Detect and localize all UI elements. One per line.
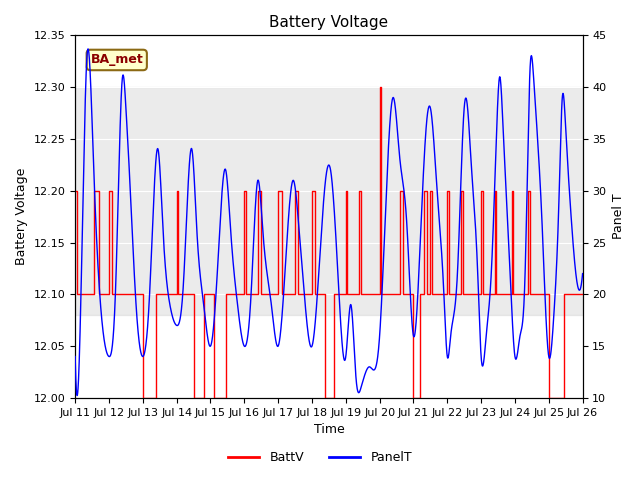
Y-axis label: Battery Voltage: Battery Voltage (15, 168, 28, 265)
Title: Battery Voltage: Battery Voltage (269, 15, 388, 30)
X-axis label: Time: Time (314, 423, 344, 436)
Y-axis label: Panel T: Panel T (612, 194, 625, 240)
Bar (75, 87, 582, 315)
Text: BA_met: BA_met (90, 53, 143, 66)
Legend: BattV, PanelT: BattV, PanelT (223, 446, 417, 469)
